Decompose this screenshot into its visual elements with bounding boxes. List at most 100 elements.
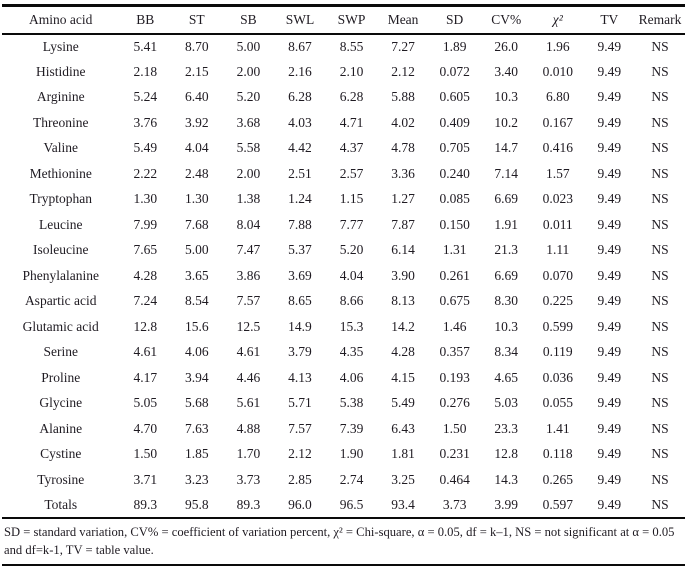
table-cell: 89.3 [133,496,158,512]
table-cell: 9.49 [597,446,622,462]
header-cell: TV [600,11,619,27]
table-cell: 0.599 [542,318,573,334]
table-cell: 3.40 [494,63,518,79]
table-cell: 4.04 [339,267,364,283]
table-cell: 6.69 [494,267,518,283]
table-cell: 14.7 [494,140,518,156]
table-cell: NS [651,318,669,334]
table-cell: NS [651,267,669,283]
table-cell: 12.5 [236,318,261,334]
table-cell: 1.85 [185,446,209,462]
table-cell: Lysine [42,38,79,54]
table-cell: 9.49 [597,369,622,385]
table-cell: 23.3 [494,420,518,436]
table-cell: 9.49 [597,38,622,54]
table-cell: 0.150 [439,216,470,232]
table-cell: 7.65 [133,242,158,258]
table-cell: NS [651,496,669,512]
table-cell: 0.167 [542,114,573,130]
table-row: Phenylalanine 4.28 3.65 3.86 3.69 4.04 3.90 0.2… [2,263,685,289]
table-cell: NS [651,369,669,385]
table-cell: 0.072 [439,63,470,79]
table-cell: Aspartic acid [24,293,97,309]
table-footnote: SD = standard variation, CV% = coefficie… [2,519,685,566]
table-cell: 9.49 [597,395,622,411]
table-cell: 8.66 [339,293,364,309]
table-cell: 5.24 [133,89,158,105]
table-cell: 9.49 [597,89,622,105]
table-cell: 4.70 [133,420,158,436]
table-cell: 9.49 [597,471,622,487]
table-cell: Glutamic acid [22,318,99,334]
table-cell: NS [651,395,669,411]
header-row: Amino acid BB ST SB SWL SWP Mean SD CV% χ² TV Remar… [2,6,685,34]
table-cell: 9.49 [597,63,622,79]
table-cell: 0.265 [542,471,573,487]
table-cell: NS [651,471,669,487]
table-cell: 0.225 [542,293,573,309]
table-row: Isoleucine 7.65 5.00 7.47 5.37 5.20 6.14 1.31 21… [2,238,685,264]
table-cell: 8.13 [391,293,415,309]
table-cell: 9.49 [597,420,622,436]
table-cell: 4.42 [288,140,312,156]
table-cell: Isoleucine [32,242,89,258]
table-cell: 26.0 [494,38,518,54]
table-cell: 10.3 [494,89,518,105]
table-cell: 0.409 [439,114,470,130]
table-cell: 14.2 [391,318,415,334]
table-cell: 0.464 [439,471,470,487]
table-row: Glycine 5.05 5.68 5.61 5.71 5.38 5.49 0.276 5.03… [2,391,685,417]
table-cell: NS [651,344,669,360]
table-cell: 9.49 [597,216,622,232]
header-cell: SD [445,11,464,27]
table-cell: 4.78 [391,140,415,156]
table-cell: 3.99 [494,496,518,512]
table-cell: 2.12 [391,63,415,79]
table-cell: 9.49 [597,496,622,512]
table-cell: 8.67 [288,38,312,54]
table-row: Cystine 1.50 1.85 1.70 2.12 1.90 1.81 0.231 12.8… [2,442,685,468]
table-cell: 1.46 [442,318,467,334]
table-cell: 96.5 [339,496,364,512]
table-cell: 9.49 [597,318,622,334]
header-cell: Amino acid [29,11,93,27]
table-row: Tyrosine 3.71 3.23 3.73 2.85 2.74 3.25 0.464 14.… [2,467,685,493]
table-cell: 2.12 [288,446,312,462]
table-cell: 1.11 [546,242,570,258]
table-cell: NS [651,140,669,156]
table-cell: 1.70 [236,446,261,462]
table-cell: 6.28 [288,89,312,105]
table-cell: 5.38 [339,395,364,411]
table-cell: Valine [43,140,78,156]
amino-acid-table: Amino acid BB ST SB SWL SWP Mean SD CV% χ² TV Remar… [2,4,685,519]
table-cell: 14.3 [494,471,518,487]
table-cell: 7.88 [288,216,312,232]
table-cell: Cystine [40,446,82,462]
table-cell: 7.63 [185,420,209,436]
table-cell: 5.88 [391,89,415,105]
table-cell: 6.69 [494,191,518,207]
table-cell: 4.04 [185,140,209,156]
table-cell: 2.10 [339,63,364,79]
table-cell: 0.240 [439,165,470,181]
table-cell: 4.65 [494,369,518,385]
table-cell: 3.69 [288,267,312,283]
table-cell: 3.25 [391,471,415,487]
table-cell: 0.011 [542,216,573,232]
table-cell: 5.00 [185,242,209,258]
table-cell: 6.14 [391,242,415,258]
table-cell: 1.24 [288,191,312,207]
table-cell: 3.94 [185,369,209,385]
header-cell: χ² [552,11,563,27]
table-cell: 93.4 [391,496,415,512]
table-cell: 5.61 [236,395,261,411]
table-cell: 0.055 [542,395,573,411]
table-cell: NS [651,38,669,54]
table-row: Serine 4.61 4.06 4.61 3.79 4.35 4.28 0.357 8.34 0… [2,340,685,366]
table-cell: NS [651,165,669,181]
table-cell: 5.49 [391,395,415,411]
table-row: Proline 4.17 3.94 4.46 4.13 4.06 4.15 0.193 4.65… [2,365,685,391]
table-cell: 9.49 [597,191,622,207]
table-cell: Tyrosine [37,471,85,487]
